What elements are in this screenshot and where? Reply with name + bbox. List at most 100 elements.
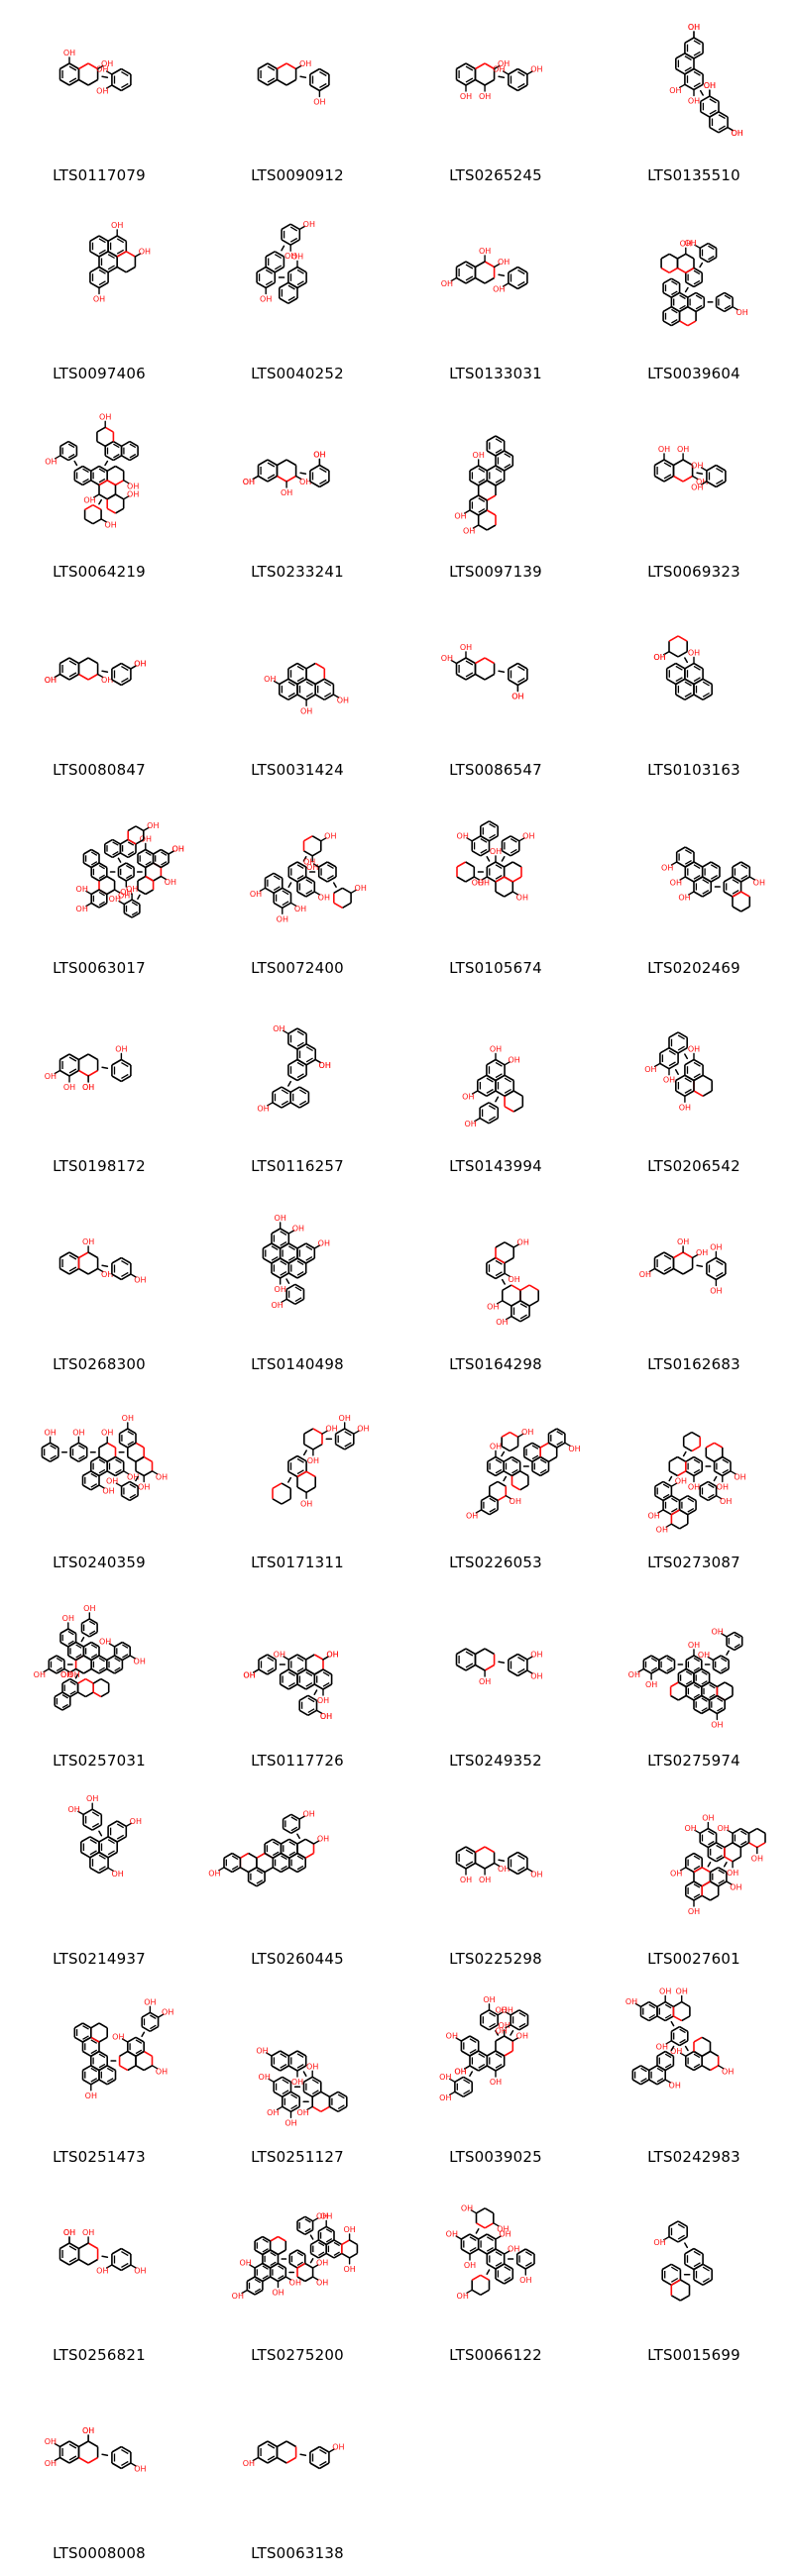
bond	[296, 281, 307, 289]
bond	[484, 78, 496, 86]
molecule-id-label: LTS0256821	[53, 2346, 146, 2364]
hydroxyl-label: OH	[257, 1104, 269, 1113]
ring	[73, 465, 92, 486]
bond	[693, 1880, 703, 1887]
bond	[90, 2050, 100, 2057]
bond	[296, 662, 307, 670]
bond	[305, 891, 315, 898]
bond	[61, 1704, 71, 1711]
substituent-bond	[298, 225, 306, 231]
bond	[724, 291, 734, 298]
substituent-bond	[637, 1667, 644, 1673]
hydroxyl-label: OH	[101, 1428, 113, 1437]
bond	[684, 1090, 695, 1097]
substituent-bond	[493, 2222, 500, 2227]
hydroxyl-label: OH	[457, 831, 469, 840]
hydroxyl-label: OH	[355, 884, 367, 893]
substituent-bond	[85, 902, 92, 908]
substituent-bond	[241, 2289, 248, 2295]
bond	[710, 1867, 720, 1874]
bond	[145, 875, 154, 882]
ring	[487, 1455, 505, 1477]
bond	[311, 2076, 322, 2083]
hydroxyl-label: OH	[688, 1045, 700, 1054]
bond	[501, 1446, 510, 1452]
bond	[116, 1836, 127, 1843]
double-bond	[305, 890, 313, 895]
substituent-bond	[518, 837, 525, 842]
substituent-bond	[495, 2235, 502, 2240]
bond	[489, 1480, 499, 1487]
substituent-bond	[466, 837, 473, 842]
bond	[273, 2076, 283, 2083]
ring	[289, 1086, 310, 1109]
substituent-bond	[707, 1656, 715, 1662]
linker-bond	[498, 1661, 506, 1664]
bond	[478, 2050, 488, 2057]
bond	[106, 493, 116, 500]
bond	[83, 1667, 92, 1674]
double-bond	[716, 1271, 724, 1277]
bond	[283, 1827, 292, 1834]
hydroxyl-label: OH	[243, 1671, 255, 1680]
ring	[123, 899, 141, 918]
bond	[106, 889, 115, 896]
ring	[701, 1880, 720, 1901]
molecule-cell: OH OH OH LTS0097139	[396, 396, 595, 594]
linker-bond	[475, 2228, 480, 2234]
bond	[248, 1867, 258, 1874]
substituent-bond	[670, 1482, 678, 1487]
linker-bond	[495, 1096, 500, 1103]
bond	[699, 1827, 709, 1834]
substituent-bond	[252, 2456, 260, 2462]
bond	[160, 848, 170, 855]
bond	[325, 2252, 335, 2259]
hydroxyl-label: OH	[96, 65, 108, 74]
double-bond	[75, 1654, 82, 1659]
ring	[285, 1283, 305, 1305]
bond	[98, 493, 108, 500]
bond	[278, 2235, 286, 2242]
bond	[262, 1242, 273, 1249]
hydroxyl-label: OH	[82, 2228, 94, 2237]
bond	[281, 1867, 290, 1874]
bond	[475, 276, 486, 284]
double-bond	[531, 1454, 539, 1460]
double-bond	[78, 1445, 85, 1449]
double-bond	[107, 254, 115, 260]
bond	[82, 1824, 93, 1831]
double-bond	[469, 2038, 477, 2043]
bond	[717, 1681, 726, 1688]
hydroxyl-label: OH	[499, 2021, 510, 2030]
double-bond	[121, 1260, 129, 1266]
ring	[272, 1086, 291, 1109]
bond	[670, 1694, 679, 1701]
bond	[265, 887, 275, 894]
bond	[287, 678, 298, 686]
molecule-id-label: LTS0140498	[251, 1355, 344, 1373]
bond	[239, 1852, 250, 1859]
hydroxyl-label: OH	[243, 478, 255, 486]
bond	[718, 126, 729, 134]
bond	[531, 1470, 541, 1477]
hydroxyl-label: OH	[439, 2073, 451, 2082]
double-bond	[488, 1116, 497, 1122]
substituent-bond	[727, 126, 735, 132]
bond	[59, 2258, 70, 2266]
hydroxyl-label: OH	[688, 649, 700, 658]
bond	[312, 1444, 323, 1450]
double-bond	[68, 2257, 77, 2263]
double-bond	[511, 1468, 518, 1474]
bond	[107, 1836, 118, 1843]
bond	[304, 1838, 314, 1845]
bond	[67, 1641, 76, 1648]
bond	[246, 2289, 256, 2296]
bond	[531, 1442, 541, 1449]
hydroxyl-label: OH	[318, 894, 330, 903]
hydroxyl-label: OH	[82, 1083, 94, 1092]
bond	[471, 850, 482, 857]
